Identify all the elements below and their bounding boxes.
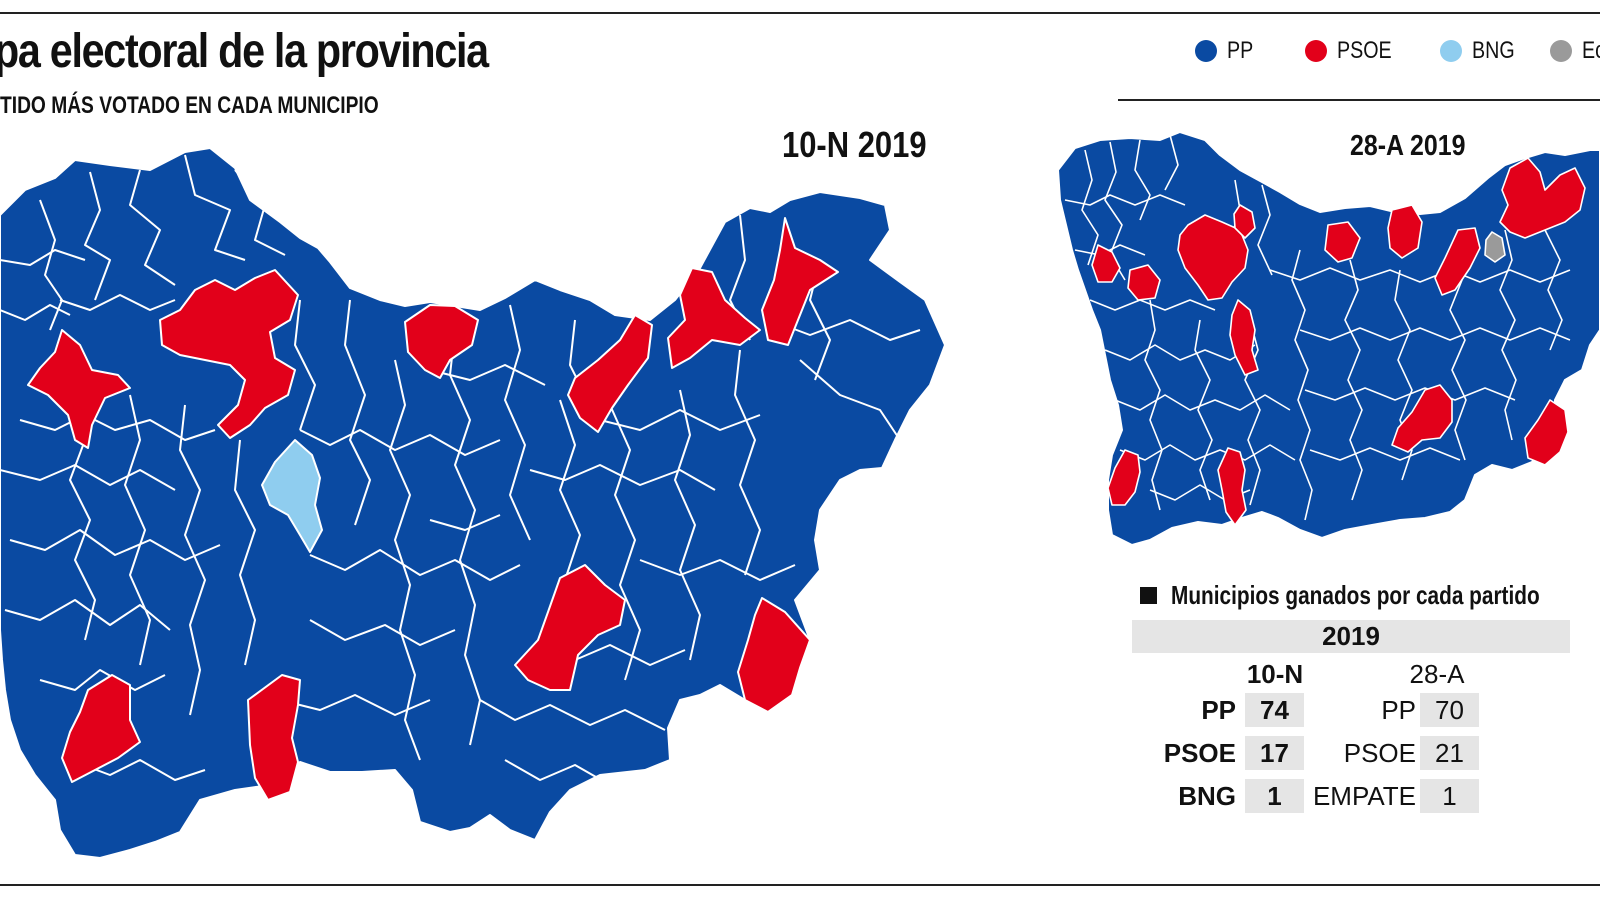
column-header-10n: 10-N [1246, 659, 1304, 689]
row-party-label: PSOE [1163, 738, 1236, 768]
page-title: pa electoral de la provincia [0, 25, 489, 78]
legend-rule [1118, 99, 1600, 101]
legend-item-psoe: PSOE [1305, 33, 1404, 69]
top-rule [0, 12, 1600, 14]
legend-item-ec: Ec [1550, 33, 1600, 69]
secondary-map-psoe-regions [1091, 157, 1586, 526]
row-value: 21 [1420, 736, 1479, 770]
secondary-map-tie-region [1484, 231, 1506, 263]
stats-table: Municipios ganados por cada partido 2019… [1130, 572, 1570, 822]
row-value: 1 [1245, 779, 1304, 813]
main-map-title: 10-N 2019 [782, 124, 927, 165]
psoe-color-dot-icon [1305, 40, 1327, 62]
row-party-label: PP [1201, 695, 1236, 725]
secondary-map-title: 28-A 2019 [1350, 130, 1466, 162]
square-bullet-icon [1140, 587, 1157, 604]
row-party-label: PSOE [1343, 738, 1416, 768]
row-value: 17 [1245, 736, 1304, 770]
legend-label: BNG [1472, 37, 1515, 64]
bng-color-dot-icon [1440, 40, 1462, 62]
legend-label: Ec [1582, 37, 1600, 64]
row-party-label: BNG [1178, 781, 1236, 811]
pp-color-dot-icon [1195, 40, 1217, 62]
legend-item-pp: PP [1195, 33, 1259, 69]
legend: PP PSOE BNG Ec [1195, 33, 1600, 69]
row-party-label: PP [1381, 695, 1416, 725]
legend-item-bng: BNG [1440, 33, 1524, 69]
stats-year-band: 2019 [1132, 620, 1570, 653]
page-subtitle: TIDO MÁS VOTADO EN CADA MUNICIPIO [0, 92, 379, 119]
row-value: 1 [1420, 779, 1479, 813]
bottom-rule [0, 884, 1600, 886]
stats-heading-label: Municipios ganados por cada partido [1171, 580, 1540, 610]
legend-label: PSOE [1337, 37, 1392, 64]
row-value: 74 [1245, 693, 1304, 727]
main-map [0, 147, 946, 859]
legend-label: PP [1227, 37, 1254, 64]
row-value: 70 [1420, 693, 1479, 727]
ec-color-dot-icon [1550, 40, 1572, 62]
stats-heading: Municipios ganados por cada partido [1140, 580, 1600, 611]
main-map-bng-region [261, 439, 323, 553]
secondary-map [1057, 131, 1600, 546]
row-party-label: EMPATE [1312, 781, 1416, 811]
main-map-borders [0, 154, 921, 786]
column-header-28a: 28-A [1409, 659, 1465, 689]
main-map-psoe-regions [27, 217, 839, 801]
